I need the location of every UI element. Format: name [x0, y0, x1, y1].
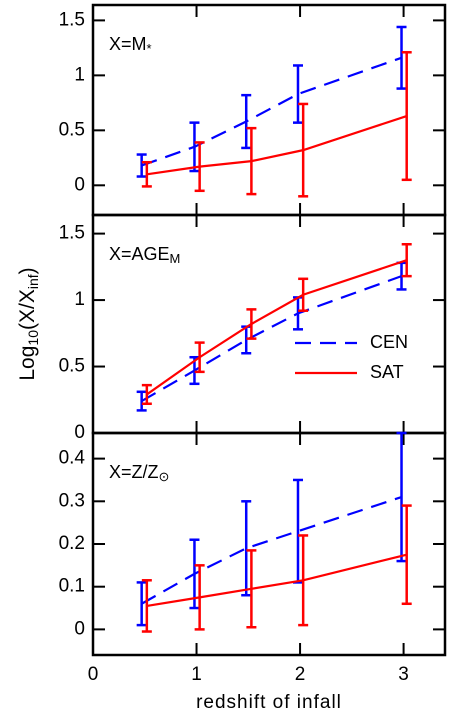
- error-bar: [298, 534, 309, 627]
- series-line: [146, 553, 407, 607]
- y-tick-label: 0.2: [59, 533, 85, 554]
- error-bar: [241, 93, 252, 150]
- error-bar: [136, 153, 147, 178]
- error-bar: [401, 504, 412, 606]
- legend-label: CEN: [370, 332, 408, 352]
- x-tick-label: 3: [398, 664, 409, 685]
- y-tick-label: 1: [74, 289, 85, 310]
- x-tick-label: 0: [88, 664, 99, 685]
- panel-label-main: X=M: [109, 34, 147, 54]
- y-tick-label: 0.3: [59, 490, 85, 511]
- error-bar: [396, 431, 407, 563]
- y-tick-label: 0.5: [59, 356, 85, 377]
- series-line: [141, 56, 402, 167]
- panel-label-sub: *: [147, 41, 152, 56]
- error-bar: [136, 581, 147, 627]
- y-axis-label-part: inf: [25, 274, 41, 289]
- y-axis-label: Log10(X/Xinf): [16, 267, 41, 380]
- error-bar: [246, 126, 257, 196]
- panel-label: X=M*: [109, 34, 152, 57]
- y-tick-label: 0: [74, 618, 85, 639]
- series-line: [141, 275, 402, 403]
- panel-label-sub: ⊙: [159, 469, 170, 484]
- error-bar: [298, 102, 309, 198]
- series-line: [141, 495, 402, 605]
- y-tick-label: 1: [74, 64, 85, 85]
- error-bar: [298, 277, 309, 312]
- error-bar: [194, 141, 205, 193]
- panel-label: X=AGEM: [109, 244, 180, 267]
- y-tick-label: 0.4: [59, 448, 86, 469]
- legend-label: SAT: [370, 362, 404, 382]
- error-bar: [141, 579, 152, 633]
- error-bar: [292, 296, 303, 331]
- y-tick-label: 0: [74, 174, 85, 195]
- y-axis-label-part: 10: [25, 330, 41, 346]
- error-bar: [141, 383, 152, 406]
- y-tick-label: 0.5: [59, 119, 85, 140]
- error-bar: [141, 160, 152, 188]
- y-tick-label: 0: [74, 422, 85, 443]
- error-bar: [292, 64, 303, 124]
- error-bar: [194, 341, 205, 374]
- panel-label: X=Z/Z⊙: [109, 462, 169, 485]
- error-bar: [136, 390, 147, 412]
- y-tick-label: 0.1: [59, 576, 85, 597]
- x-tick-label: 2: [295, 664, 306, 685]
- error-bar: [189, 538, 200, 610]
- y-axis-label-part: (X/X: [16, 289, 39, 330]
- error-bar: [401, 51, 412, 182]
- y-axis-label-part: Log: [16, 346, 39, 381]
- error-bar: [246, 308, 257, 340]
- y-tick-label: 1.5: [59, 223, 85, 244]
- error-bar: [194, 564, 205, 631]
- error-bar: [189, 121, 200, 173]
- error-bar: [396, 25, 407, 90]
- series-line: [146, 115, 408, 176]
- error-bar: [241, 500, 252, 597]
- error-bar: [246, 549, 257, 629]
- panel-label-sub: M: [170, 251, 181, 266]
- error-bar: [401, 242, 412, 278]
- x-axis-label: redshift of infall: [196, 692, 342, 713]
- panel-label-main: X=Z/Z: [109, 462, 159, 482]
- y-tick-label: 1.5: [59, 9, 85, 30]
- panel-label-main: X=AGE: [109, 244, 170, 264]
- x-tick-label: 1: [191, 664, 202, 685]
- y-axis-label-part: ): [16, 267, 39, 274]
